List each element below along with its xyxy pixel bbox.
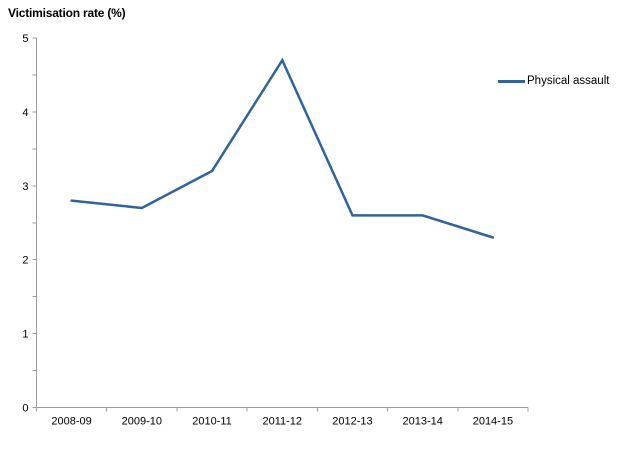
y-axis-tick-label: 5 (22, 33, 28, 45)
x-axis-tick-label: 2014-15 (473, 416, 513, 428)
x-axis-tick-label: 2011-12 (262, 416, 302, 428)
y-axis-tick-label: 1 (22, 329, 28, 341)
y-axis-tick-label: 0 (22, 403, 28, 415)
y-axis-tick-label: 3 (22, 181, 28, 193)
x-axis-tick-label: 2013-14 (402, 416, 442, 428)
x-axis-tick-label: 2009-10 (122, 416, 162, 428)
x-axis-tick-label: 2012-13 (332, 416, 372, 428)
legend-line-swatch (498, 79, 525, 83)
x-axis-tick-label: 2010-11 (192, 416, 232, 428)
y-axis-tick-label: 2 (22, 255, 28, 267)
y-axis-tick-label: 4 (22, 107, 28, 119)
chart-title: Victimisation rate (%) (8, 6, 126, 20)
x-axis-tick-label: 2008-09 (51, 416, 91, 428)
data-line-physical-assault (70, 57, 495, 239)
legend: Physical assault (498, 73, 609, 89)
legend-label: Physical assault (527, 75, 610, 87)
